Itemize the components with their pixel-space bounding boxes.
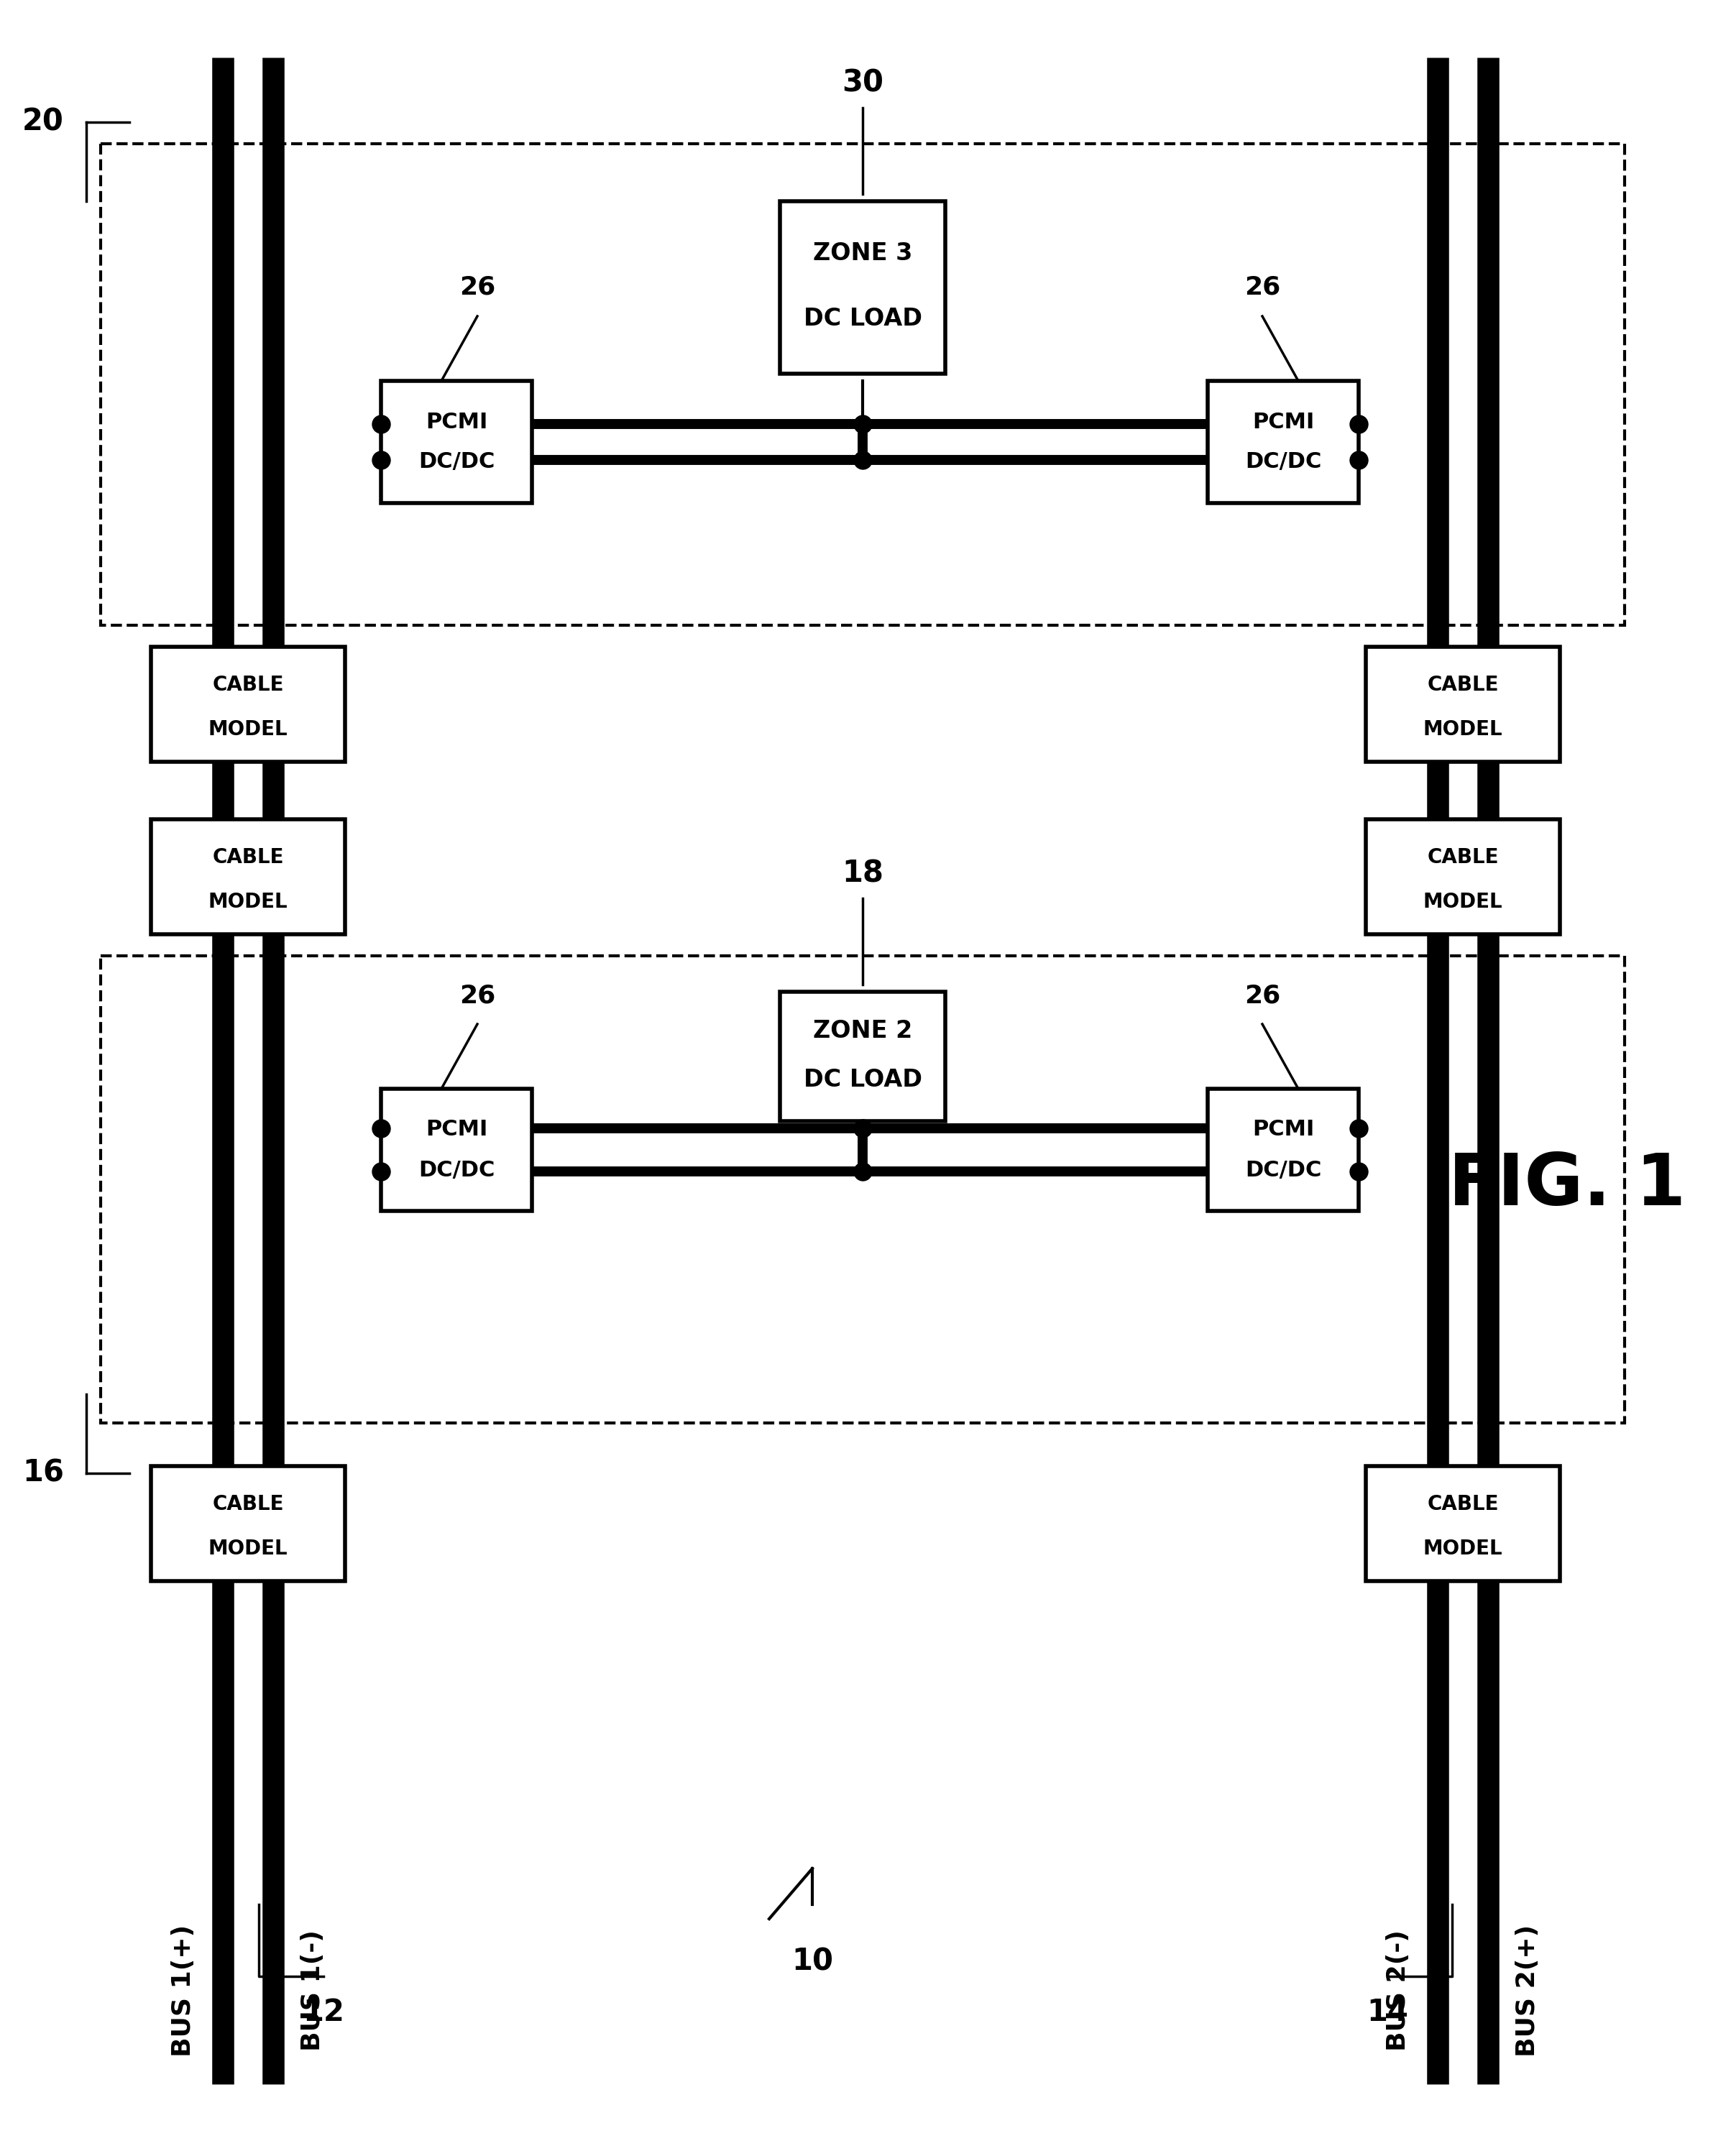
Text: MODEL: MODEL [1423, 720, 1503, 740]
Text: 30: 30 [841, 67, 883, 97]
Text: ZONE 3: ZONE 3 [814, 241, 912, 265]
Text: CABLE: CABLE [1426, 675, 1499, 694]
Text: CABLE: CABLE [1426, 847, 1499, 867]
Text: MODEL: MODEL [208, 893, 287, 912]
Text: BUS 1(-): BUS 1(-) [301, 1930, 325, 2050]
Text: MODEL: MODEL [208, 720, 287, 740]
Text: 26: 26 [1245, 983, 1281, 1007]
Text: CABLE: CABLE [213, 675, 284, 694]
Text: PCMI: PCMI [426, 412, 488, 431]
Text: PCMI: PCMI [1252, 412, 1314, 431]
Text: MODEL: MODEL [1423, 1539, 1503, 1559]
Text: BUS 1(+): BUS 1(+) [171, 1925, 196, 2057]
Text: CABLE: CABLE [213, 1494, 284, 1514]
Bar [1208, 1089, 1359, 1212]
Text: 12: 12 [303, 1996, 344, 2027]
Text: PCMI: PCMI [1252, 1119, 1314, 1141]
Text: CABLE: CABLE [1426, 1494, 1499, 1514]
Text: 26: 26 [459, 276, 495, 300]
Bar [1208, 382, 1359, 502]
Text: DC/DC: DC/DC [1245, 1160, 1321, 1181]
Text: CABLE: CABLE [213, 847, 284, 867]
Bar [381, 382, 531, 502]
Text: ZONE 2: ZONE 2 [814, 1020, 912, 1044]
Bar [100, 955, 1625, 1423]
Bar [100, 144, 1625, 625]
Bar [1366, 647, 1560, 761]
Text: FIG. 1: FIG. 1 [1449, 1151, 1686, 1220]
Text: 18: 18 [841, 858, 883, 888]
Text: BUS 2(+): BUS 2(+) [1515, 1925, 1541, 2057]
Text: DC/DC: DC/DC [419, 1160, 495, 1181]
Text: 26: 26 [459, 983, 495, 1007]
Bar [151, 1466, 344, 1580]
Text: DC LOAD: DC LOAD [803, 1067, 923, 1091]
Bar [781, 201, 945, 373]
Text: 16: 16 [23, 1457, 64, 1488]
Bar [1366, 1466, 1560, 1580]
Text: 20: 20 [23, 108, 64, 138]
Bar [1366, 819, 1560, 934]
Text: 10: 10 [791, 1947, 833, 1977]
Text: PCMI: PCMI [426, 1119, 488, 1141]
Text: DC/DC: DC/DC [1245, 453, 1321, 472]
Bar [151, 647, 344, 761]
Text: 26: 26 [1245, 276, 1281, 300]
Bar [151, 819, 344, 934]
Bar [381, 1089, 531, 1212]
Text: MODEL: MODEL [208, 1539, 287, 1559]
Text: DC/DC: DC/DC [419, 453, 495, 472]
Text: 14: 14 [1366, 1996, 1409, 2027]
Text: DC LOAD: DC LOAD [803, 306, 923, 330]
Text: MODEL: MODEL [1423, 893, 1503, 912]
Text: BUS 2(-): BUS 2(-) [1387, 1930, 1411, 2050]
Bar [781, 992, 945, 1121]
